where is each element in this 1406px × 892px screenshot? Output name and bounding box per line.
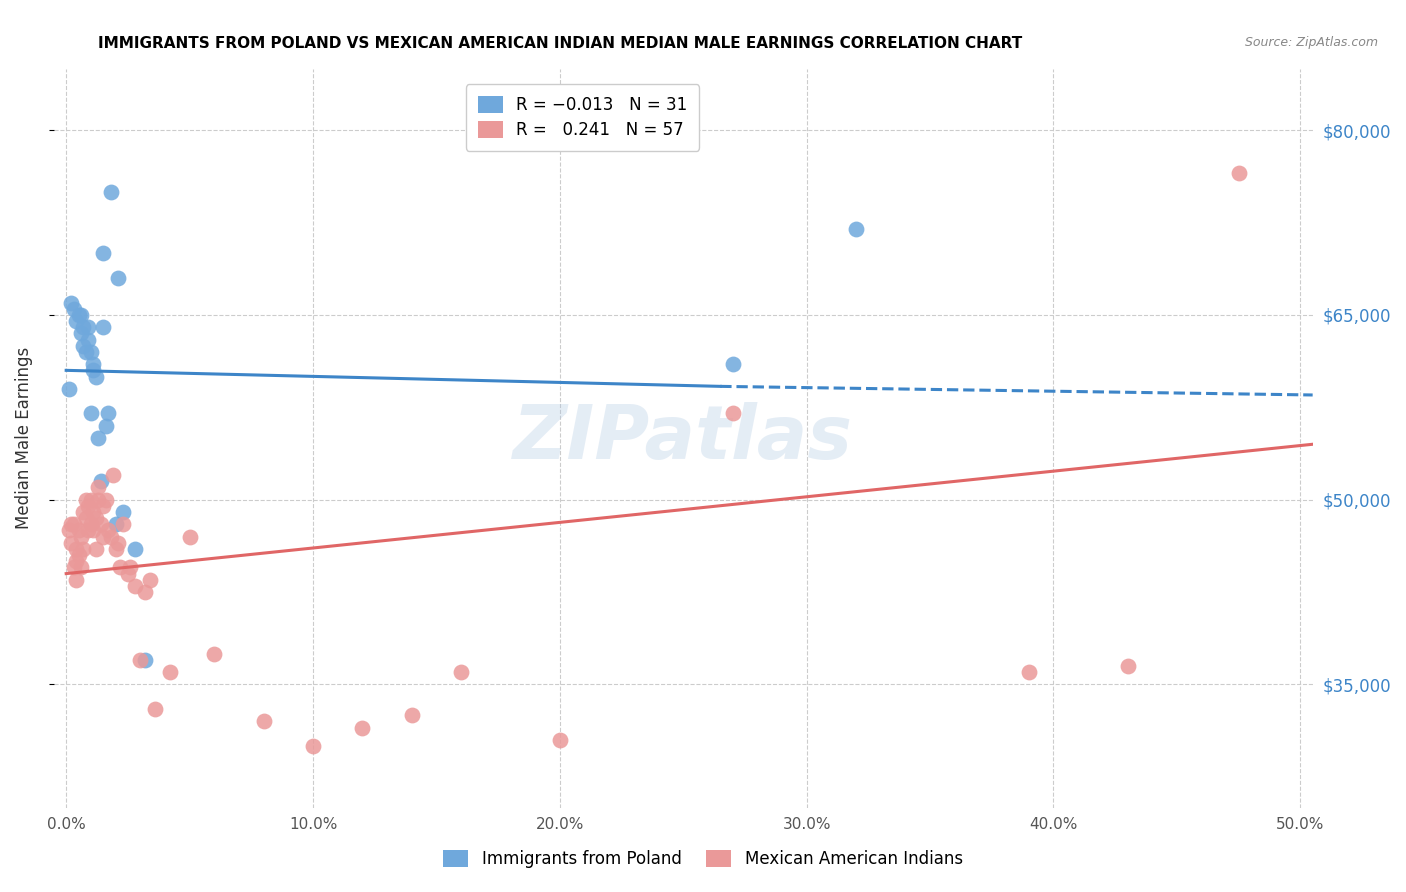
Legend: R = −0.013   N = 31, R =   0.241   N = 57: R = −0.013 N = 31, R = 0.241 N = 57 — [465, 84, 699, 151]
Point — [97, 524, 120, 538]
Point — [450, 665, 472, 680]
Point — [1227, 166, 1250, 180]
Point — [82, 357, 104, 371]
Point — [62, 517, 84, 532]
Point — [72, 339, 94, 353]
Point — [65, 314, 87, 328]
Point — [65, 554, 87, 568]
Point — [202, 647, 225, 661]
Point — [77, 320, 100, 334]
Point — [1018, 665, 1040, 680]
Point — [65, 541, 87, 556]
Text: IMMIGRANTS FROM POLAND VS MEXICAN AMERICAN INDIAN MEDIAN MALE EARNINGS CORRELATI: IMMIGRANTS FROM POLAND VS MEXICAN AMERIC… — [98, 36, 1022, 51]
Point — [67, 548, 90, 562]
Point — [77, 333, 100, 347]
Point — [548, 733, 571, 747]
Point — [87, 431, 110, 445]
Point — [67, 308, 90, 322]
Point — [60, 517, 83, 532]
Point — [84, 511, 107, 525]
Point — [70, 560, 93, 574]
Point — [302, 739, 325, 753]
Point — [134, 653, 156, 667]
Point — [72, 505, 94, 519]
Point — [90, 517, 112, 532]
Point — [91, 530, 114, 544]
Point — [91, 246, 114, 260]
Point — [104, 541, 127, 556]
Point — [80, 517, 103, 532]
Point — [111, 505, 134, 519]
Point — [84, 369, 107, 384]
Point — [72, 541, 94, 556]
Point — [100, 530, 122, 544]
Point — [62, 301, 84, 316]
Point — [101, 468, 124, 483]
Point — [159, 665, 181, 680]
Point — [721, 407, 744, 421]
Point — [352, 721, 374, 735]
Point — [84, 541, 107, 556]
Point — [124, 579, 146, 593]
Point — [90, 474, 112, 488]
Point — [80, 344, 103, 359]
Point — [58, 524, 80, 538]
Point — [117, 566, 139, 581]
Point — [58, 382, 80, 396]
Point — [139, 573, 162, 587]
Point — [143, 702, 166, 716]
Point — [111, 517, 134, 532]
Point — [107, 536, 129, 550]
Point — [80, 407, 103, 421]
Point — [82, 524, 104, 538]
Point — [94, 418, 117, 433]
Point — [77, 499, 100, 513]
Point — [70, 308, 93, 322]
Point — [75, 511, 97, 525]
Point — [134, 585, 156, 599]
Point — [67, 524, 90, 538]
Y-axis label: Median Male Earnings: Median Male Earnings — [15, 347, 32, 529]
Point — [75, 344, 97, 359]
Point — [721, 357, 744, 371]
Point — [110, 560, 132, 574]
Point — [91, 499, 114, 513]
Point — [94, 492, 117, 507]
Point — [104, 517, 127, 532]
Point — [179, 530, 201, 544]
Point — [401, 708, 423, 723]
Point — [77, 524, 100, 538]
Point — [82, 363, 104, 377]
Text: ZIPatlas: ZIPatlas — [513, 401, 853, 475]
Point — [82, 505, 104, 519]
Point — [120, 560, 142, 574]
Point — [100, 185, 122, 199]
Point — [87, 492, 110, 507]
Point — [60, 536, 83, 550]
Point — [91, 320, 114, 334]
Point — [97, 407, 120, 421]
Point — [72, 320, 94, 334]
Point — [80, 492, 103, 507]
Point — [1116, 659, 1139, 673]
Point — [253, 714, 276, 729]
Point — [70, 326, 93, 341]
Point — [129, 653, 152, 667]
Point — [65, 573, 87, 587]
Point — [60, 295, 83, 310]
Text: Source: ZipAtlas.com: Source: ZipAtlas.com — [1244, 36, 1378, 49]
Point — [75, 492, 97, 507]
Point — [70, 530, 93, 544]
Point — [107, 271, 129, 285]
Legend: Immigrants from Poland, Mexican American Indians: Immigrants from Poland, Mexican American… — [436, 843, 970, 875]
Point — [124, 541, 146, 556]
Point — [845, 221, 868, 235]
Point — [62, 560, 84, 574]
Point — [87, 480, 110, 494]
